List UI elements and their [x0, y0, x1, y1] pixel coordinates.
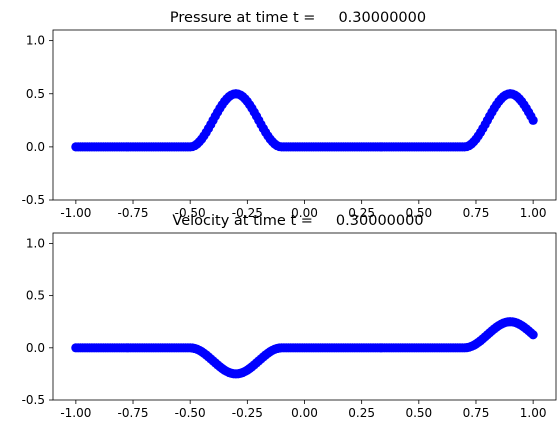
- pressure-x-tick-label: -0.25: [232, 206, 263, 220]
- pressure-y-tick-label: 0.0: [26, 140, 45, 154]
- velocity-y-tick-label: 0.5: [26, 289, 45, 303]
- pressure-x-tick-label: 0.50: [405, 206, 432, 220]
- velocity-title: Velocity at time t = 0.30000000: [172, 213, 423, 229]
- pressure-subplot: Pressure at time t = 0.30000000 -1.00 -0.…: [22, 10, 557, 220]
- pressure-y-tick-label: 0.5: [26, 87, 45, 101]
- velocity-x-tick-label: 0.75: [463, 406, 490, 420]
- velocity-y-tick-label: 1.0: [26, 236, 45, 250]
- pressure-x-tick-label: -1.00: [60, 206, 91, 220]
- velocity-y-tick-label: -0.5: [22, 393, 45, 407]
- velocity-x-tick-label: -0.50: [175, 406, 206, 420]
- velocity-x-tick-label: 1.00: [520, 406, 547, 420]
- velocity-y-tick-label: 0.0: [26, 341, 45, 355]
- pressure-x-tick-label: 0.75: [463, 206, 490, 220]
- pressure-y-tick-label: -0.5: [22, 193, 45, 207]
- velocity-x-tick-label: 0.50: [405, 406, 432, 420]
- pressure-y-tick-label: 1.0: [26, 34, 45, 48]
- velocity-x-tick-label: 0.00: [291, 406, 318, 420]
- pressure-title: Pressure at time t = 0.30000000: [170, 10, 426, 26]
- pressure-data-point: [528, 115, 538, 125]
- pressure-x-tick-label: 1.00: [520, 206, 547, 220]
- velocity-subplot: -1.00 -0.75 -0.50 -0.25 0.00 0.25 0.50 0.75 1.00…: [22, 213, 557, 420]
- pressure-x-tick-label: -0.75: [117, 206, 148, 220]
- velocity-x-tick-label: 0.25: [348, 406, 375, 420]
- velocity-x-tick-label: -1.00: [60, 406, 91, 420]
- pressure-x-tick-label: 0.25: [348, 206, 375, 220]
- velocity-data-point: [528, 330, 538, 340]
- velocity-x-tick-label: -0.75: [117, 406, 148, 420]
- pressure-x-tick-label: -0.50: [175, 206, 206, 220]
- velocity-x-tick-label: -0.25: [232, 406, 263, 420]
- pressure-x-tick-label: 0.00: [291, 206, 318, 220]
